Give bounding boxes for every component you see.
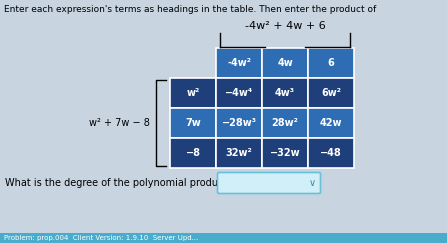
Text: Enter each expression's terms as headings in the table. Then enter the product o: Enter each expression's terms as heading… (4, 5, 376, 14)
Text: w²: w² (186, 88, 200, 98)
Bar (262, 48, 308, 78)
Bar (170, 78, 216, 108)
Bar (216, 108, 262, 138)
Text: −4w⁴: −4w⁴ (225, 88, 253, 98)
Bar (308, 48, 354, 78)
Bar (216, 78, 262, 108)
Bar (308, 78, 354, 108)
Text: −28w³: −28w³ (222, 118, 257, 128)
Text: −48: −48 (320, 148, 342, 158)
Bar (0, 233, 447, 243)
Text: −8: −8 (186, 148, 201, 158)
Text: ∨: ∨ (308, 178, 316, 188)
Bar (170, 108, 216, 138)
Bar (308, 138, 354, 168)
Text: 4w³: 4w³ (275, 88, 295, 98)
Text: 4w: 4w (277, 58, 293, 68)
FancyBboxPatch shape (218, 173, 320, 193)
Text: 32w²: 32w² (226, 148, 253, 158)
Bar (262, 138, 308, 168)
Bar (308, 108, 354, 138)
Bar (262, 78, 308, 108)
Text: 7w: 7w (185, 118, 201, 128)
Text: -4w²: -4w² (227, 58, 251, 68)
Text: 6w²: 6w² (321, 88, 341, 98)
Bar (170, 138, 216, 168)
Bar (216, 138, 262, 168)
Text: 28w²: 28w² (272, 118, 299, 128)
Text: 6: 6 (328, 58, 334, 68)
Text: −32w: −32w (270, 148, 300, 158)
Bar (216, 48, 262, 78)
Text: Problem: prop.004  Client Version: 1.9.10  Server Upd...: Problem: prop.004 Client Version: 1.9.10… (4, 235, 198, 241)
Text: -4w² + 4w + 6: -4w² + 4w + 6 (245, 21, 325, 31)
Bar (262, 108, 308, 138)
Text: w² + 7w − 8: w² + 7w − 8 (89, 118, 150, 128)
Text: What is the degree of the polynomial product?: What is the degree of the polynomial pro… (5, 178, 232, 188)
Text: 42w: 42w (320, 118, 342, 128)
